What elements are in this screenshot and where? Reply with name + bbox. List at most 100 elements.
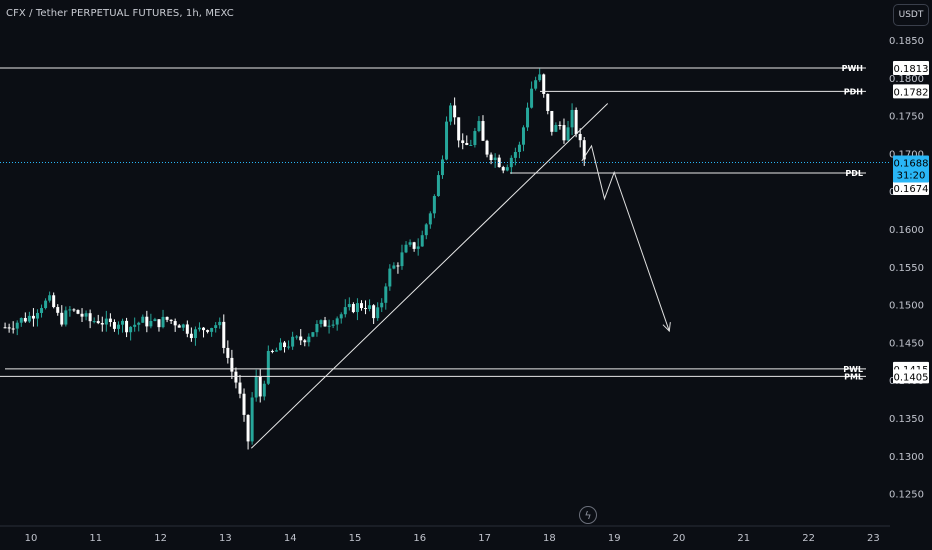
candle-body [177, 325, 181, 328]
candle-body [218, 321, 222, 326]
level-price-label-pdl: 0.1674 [894, 184, 929, 195]
candle-body [250, 397, 254, 442]
candle-body [461, 140, 465, 144]
candle-body [566, 127, 570, 141]
candle-body [331, 324, 335, 326]
candle-body [112, 322, 116, 329]
candle-body [238, 382, 242, 394]
drawings [250, 103, 671, 449]
candle-body [517, 144, 521, 152]
candle-body [396, 265, 400, 267]
candle-body [481, 121, 485, 141]
candle-body [303, 340, 307, 343]
y-tick-label: 0.1550 [889, 263, 924, 274]
candle-body [493, 157, 497, 161]
candle-body [534, 80, 538, 89]
candle-body [489, 154, 493, 161]
candle-body [449, 105, 453, 122]
candle-body [262, 383, 266, 397]
candle-body [574, 109, 578, 135]
candle-body [420, 235, 424, 247]
candle-body [546, 93, 550, 111]
current-price-label: 0.1688 [894, 158, 929, 169]
candle-body [133, 324, 137, 327]
candle-body [108, 318, 112, 323]
candle-body [372, 305, 376, 319]
y-tick-label: 0.1350 [889, 414, 924, 425]
candle-body [291, 336, 295, 347]
y-tick-label: 0.1850 [889, 36, 924, 47]
x-tick-label: 13 [219, 533, 232, 544]
candle-body [68, 309, 72, 311]
x-tick-label: 18 [543, 533, 556, 544]
candle-body [116, 324, 120, 329]
candle-body [368, 305, 372, 310]
candle-body [100, 323, 104, 325]
currency-button[interactable]: USDT [893, 4, 929, 26]
x-tick-label: 15 [349, 533, 362, 544]
candle-body [335, 318, 339, 325]
candle-body [505, 167, 509, 171]
candle-body [48, 295, 52, 301]
x-tick-label: 20 [673, 533, 686, 544]
level-tag-pdh: PDH [844, 87, 863, 96]
candle-body [210, 327, 214, 332]
candle-body [436, 175, 440, 197]
candle-body [23, 318, 27, 322]
candle-body [477, 121, 481, 132]
chart-title: CFX / Tether PERPETUAL FUTURES, 1h, MEXC [6, 8, 234, 19]
projection-arrowhead [662, 322, 671, 333]
candle-body [246, 414, 250, 442]
candle-body [319, 320, 323, 324]
candle-body [7, 327, 11, 329]
candle-body [40, 308, 44, 313]
level-price-label-pml: 0.1405 [894, 372, 929, 383]
x-tick-label: 21 [737, 533, 750, 544]
level-price-label-pdh: 0.1782 [894, 87, 929, 98]
candle-body [173, 321, 177, 326]
candle-body [137, 322, 141, 325]
candle-body [226, 347, 230, 358]
candle-body [278, 342, 282, 351]
candle-body [202, 327, 206, 331]
candle-body [27, 315, 31, 322]
price-axis[interactable]: 0.18500.18000.17500.17000.16500.16000.15… [889, 0, 932, 550]
candle-body [242, 393, 246, 415]
candle-body [432, 196, 436, 214]
candle-body [400, 252, 404, 267]
x-tick-label: 11 [89, 533, 102, 544]
y-tick-label: 0.1500 [889, 301, 924, 312]
candle-body [315, 323, 319, 333]
lightning-icon[interactable]: ϟ [579, 506, 597, 524]
candle-body [88, 313, 92, 322]
time-axis[interactable]: 10 11 12 13 14 15 16 17 18 19 20 21 22 23 [0, 525, 890, 544]
candle-body [424, 224, 428, 236]
candle-body [355, 303, 359, 313]
candle-body [412, 242, 416, 249]
x-tick-label: 16 [413, 533, 426, 544]
candle-body [497, 157, 501, 168]
candle-body [295, 336, 299, 338]
candle-body [72, 309, 76, 311]
level-price-box-pml [893, 369, 929, 384]
candle-body [181, 324, 185, 328]
candle-body [359, 303, 363, 309]
candle-body [582, 140, 586, 160]
candle-body [52, 295, 56, 308]
candle-body [64, 310, 68, 325]
candle-body [351, 304, 355, 313]
candle-body [15, 322, 19, 329]
candle-body [185, 324, 189, 334]
candle-body [193, 329, 197, 339]
level-tag-pml: PML [844, 372, 863, 381]
candle-body [307, 336, 311, 343]
candle-body [266, 350, 270, 384]
level-tag-pwl: PWL [843, 365, 863, 374]
candle-body [570, 109, 574, 128]
candle-body [404, 244, 408, 253]
x-tick-label: 19 [608, 533, 621, 544]
level-price-label-pwh: 0.1813 [894, 64, 929, 75]
candle-body [453, 105, 457, 118]
